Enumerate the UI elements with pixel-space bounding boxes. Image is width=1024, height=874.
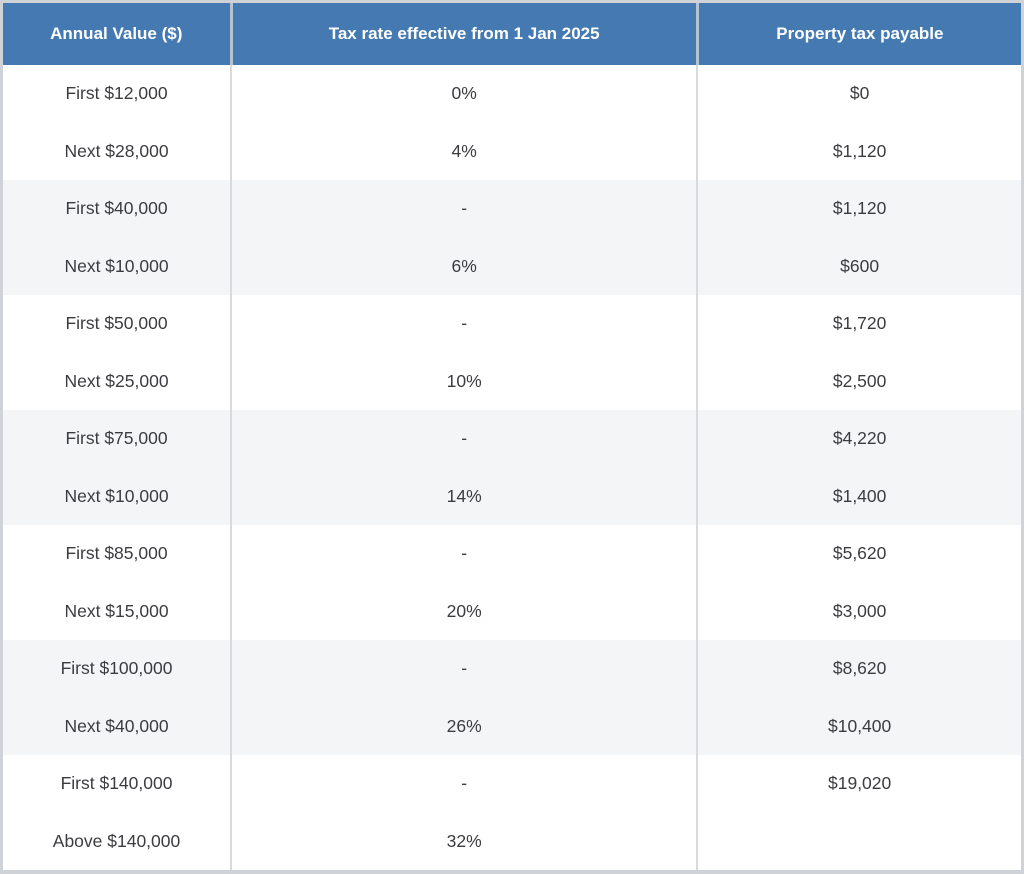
cell-annual-value: Next $10,000 <box>64 255 169 276</box>
cell-annual-value: Next $15,000 <box>64 600 169 621</box>
cell-tax-payable: $2,500 <box>696 352 1021 410</box>
table-row: First $100,000 - $8,620 <box>3 640 1021 698</box>
cell-tax-payable: $19,020 <box>696 755 1021 813</box>
cell-tax-rate: - <box>230 640 698 698</box>
table-row: Next $15,000 20% $3,000 <box>3 582 1021 640</box>
cell-tax-payable: $1,120 <box>696 122 1021 180</box>
cell-tax-rate: 20% <box>230 582 698 640</box>
table-row: First $40,000 - $1,120 <box>3 180 1021 238</box>
cell-tax-payable: $1,120 <box>696 180 1021 238</box>
cell-tax-payable: $4,220 <box>696 410 1021 468</box>
cell-annual-value: Next $28,000 <box>64 140 169 161</box>
table-row: First $85,000 - $5,620 <box>3 525 1021 583</box>
cell-tax-payable: $10,400 <box>696 697 1021 755</box>
table-row: First $12,000 0% $0 <box>3 65 1021 123</box>
cell-annual-value: First $100,000 <box>60 658 173 679</box>
cell-tax-payable: $1,400 <box>696 467 1021 525</box>
cell-tax-payable: $3,000 <box>696 582 1021 640</box>
cell-tax-rate: - <box>230 755 698 813</box>
cell-tax-rate: 10% <box>230 352 698 410</box>
cell-tax-rate: 0% <box>230 65 698 123</box>
property-tax-table: Annual Value ($) Tax rate effective from… <box>3 3 1021 870</box>
table-row: Next $25,000 10% $2,500 <box>3 352 1021 410</box>
header-tax-rate: Tax rate effective from 1 Jan 2025 <box>229 3 698 65</box>
cell-tax-payable <box>696 812 1021 870</box>
cell-tax-payable: $600 <box>696 237 1021 295</box>
header-tax-payable: Property tax payable <box>695 3 1021 65</box>
cell-tax-rate: 14% <box>230 467 698 525</box>
cell-annual-value: First $85,000 <box>65 543 168 564</box>
cell-tax-rate: 32% <box>230 812 698 870</box>
cell-tax-payable: $5,620 <box>696 525 1021 583</box>
cell-tax-rate: - <box>230 525 698 583</box>
cell-tax-rate: 26% <box>230 697 698 755</box>
cell-annual-value: First $12,000 <box>65 83 168 104</box>
table-body: First $12,000 0% $0 Next $28,000 4% $1,120 Fir… <box>3 65 1021 870</box>
cell-tax-rate: - <box>230 180 698 238</box>
cell-annual-value: First $140,000 <box>60 773 173 794</box>
table-row: Next $28,000 4% $1,120 <box>3 122 1021 180</box>
table-row: First $75,000 - $4,220 <box>3 410 1021 468</box>
table-row: Next $10,000 14% $1,400 <box>3 467 1021 525</box>
cell-tax-rate: 6% <box>230 237 698 295</box>
header-annual-value: Annual Value ($) <box>3 3 232 65</box>
table-row: First $140,000 - $19,020 <box>3 755 1021 813</box>
cell-annual-value: First $75,000 <box>65 428 168 449</box>
cell-annual-value: Next $10,000 <box>64 485 169 506</box>
cell-tax-payable: $0 <box>696 65 1021 123</box>
cell-annual-value: Above $140,000 <box>52 830 181 851</box>
cell-tax-rate: - <box>230 410 698 468</box>
cell-annual-value: Next $40,000 <box>64 715 169 736</box>
cell-tax-rate: - <box>230 295 698 353</box>
header-row: Annual Value ($) Tax rate effective from… <box>3 3 1021 65</box>
cell-annual-value: Next $25,000 <box>64 370 169 391</box>
table-header: Annual Value ($) Tax rate effective from… <box>3 3 1021 65</box>
cell-tax-payable: $1,720 <box>696 295 1021 353</box>
table-row: Next $10,000 6% $600 <box>3 237 1021 295</box>
cell-tax-rate: 4% <box>230 122 698 180</box>
cell-tax-payable: $8,620 <box>696 640 1021 698</box>
table-row: First $50,000 - $1,720 <box>3 295 1021 353</box>
cell-annual-value: First $40,000 <box>65 198 168 219</box>
table-row: Above $140,000 32% <box>3 812 1021 870</box>
cell-annual-value: First $50,000 <box>65 313 168 334</box>
table-row: Next $40,000 26% $10,400 <box>3 697 1021 755</box>
